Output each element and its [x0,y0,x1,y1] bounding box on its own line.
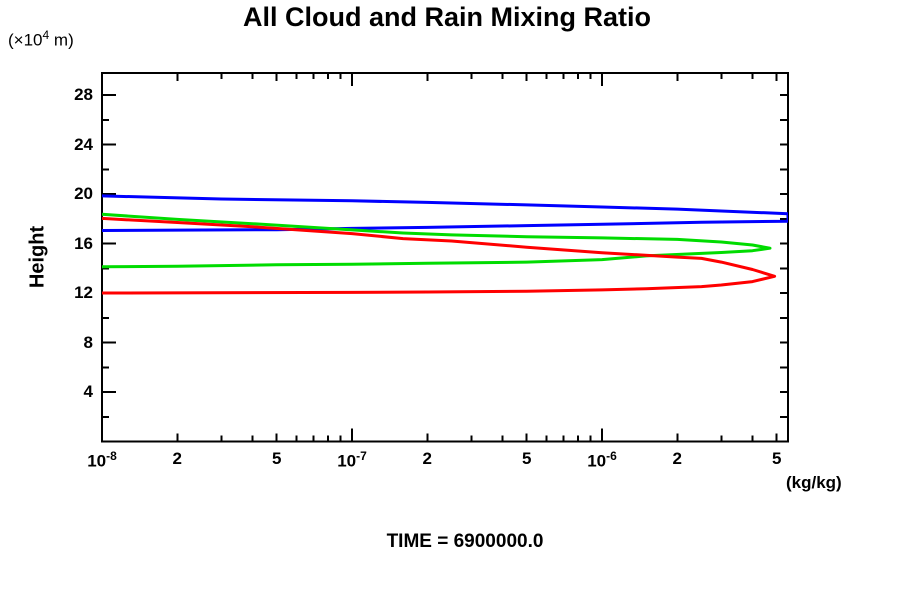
chart-title: All Cloud and Rain Mixing Ratio [243,2,651,32]
y-unit-superscript: 4 [42,28,50,42]
y-tick-label: 16 [74,233,93,253]
x-tick-label: 10-8 [87,449,117,472]
x-tick-label-exponent: -8 [106,449,117,463]
x-tick-label-base: 10 [587,451,607,471]
x-axis-unit-label: (kg/kg) [786,473,842,492]
x-tick-label-base: 10 [337,451,357,471]
y-axis-unit-label: (×104 m) [8,28,74,51]
y-axis-title: Height [26,225,49,289]
x-tick-label: 5 [772,449,781,469]
axes [101,72,789,443]
x-tick-label: 10-6 [587,449,617,472]
y-tick-label: 24 [74,134,93,154]
x-tick-label-base: 2 [422,449,432,468]
x-tick-label-base: 5 [522,449,532,468]
x-tick-label-base: 5 [272,449,282,468]
x-tick-label-base: 5 [772,449,782,468]
y-tick-label: 28 [74,85,93,105]
x-tick-label-base: 2 [672,449,682,468]
plot-frame [101,72,789,443]
y-tick-label: 12 [74,283,93,302]
x-tick-label-exponent: -7 [356,449,367,463]
x-tick-label: 5 [272,449,281,469]
x-tick-label-exponent: -6 [606,449,617,463]
x-tick-label: 5 [522,449,531,469]
time-caption: TIME = 6900000.0 [386,531,544,552]
x-tick-label: 2 [423,449,432,469]
series-line-red-profile [102,216,777,295]
x-tick-label-base: 10 [87,451,107,471]
x-tick-label: 2 [673,449,682,469]
x-tick-label: 10-7 [337,449,367,472]
y-unit-prefix: (×10 [8,30,43,50]
x-tick-label: 2 [173,449,182,469]
y-tick-label: 20 [74,184,93,204]
y-tick-label: 4 [83,382,93,401]
series-line-green-profile [102,212,772,269]
y-unit-suffix: m) [49,30,74,50]
series-line-blue-profile [102,194,788,232]
x-tick-label-base: 2 [172,449,182,468]
y-tick-label: 8 [83,332,93,352]
